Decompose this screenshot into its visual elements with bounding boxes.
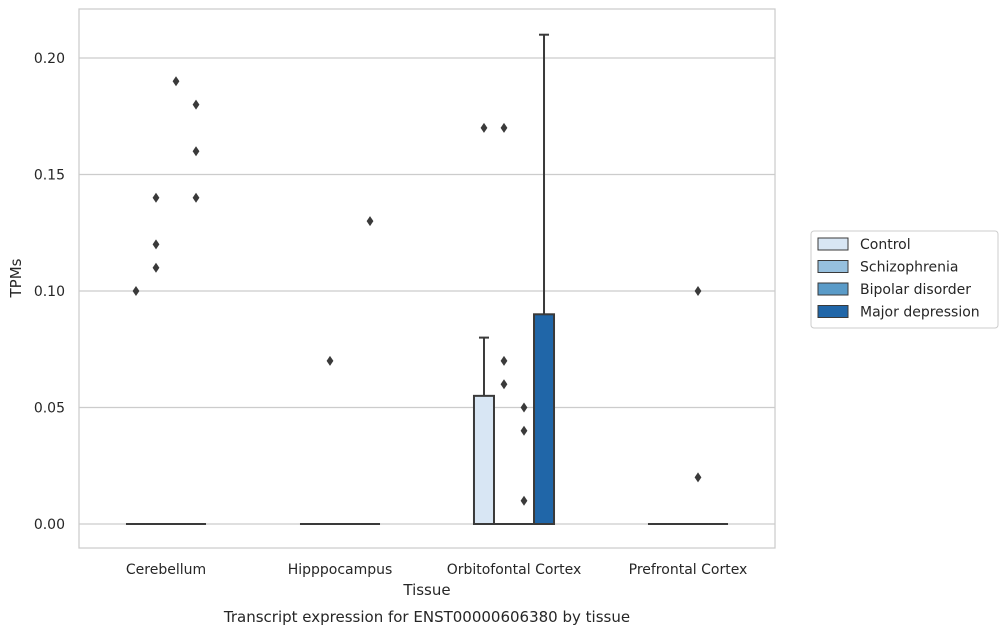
legend-item-bipolar-disorder: Bipolar disorder [817, 282, 971, 298]
y-tick-label: 0.20 [34, 51, 65, 67]
boxes [125, 33, 729, 525]
outlier-point [366, 216, 374, 227]
x-tick-label-cerebellum: Cerebellum [126, 562, 206, 578]
legend-items: Control Schizophrenia Bipolar disorder Majo… [817, 237, 980, 321]
outlier-point [192, 99, 200, 110]
x-tick-label-orbitofontal-cortex: Orbitofontal Cortex [447, 562, 582, 578]
legend-frame [810, 230, 999, 329]
y-tick-label: 0.00 [34, 517, 65, 533]
legend: Control Schizophrenia Bipolar disorder Majo… [810, 230, 999, 329]
outlier-point [192, 146, 200, 157]
outlier-point [326, 355, 334, 366]
legend-swatch [817, 237, 849, 251]
outlier-point [500, 379, 508, 390]
outlier-point [480, 122, 488, 133]
outlier-point [694, 472, 702, 483]
outlier-point [520, 402, 528, 413]
legend-swatch [817, 282, 849, 296]
box-orbitofontal-cortex-major-depression [533, 33, 556, 525]
y-axis-title: TPMs [7, 258, 25, 298]
legend-label: Control [860, 237, 911, 253]
outlier-point [152, 192, 160, 203]
legend-item-major-depression: Major depression [817, 305, 980, 321]
outlier-point [520, 425, 528, 436]
outlier-point [192, 192, 200, 203]
y-tick-labels: 0.00 0.05 0.10 0.15 0.20 [34, 51, 65, 533]
legend-swatch [817, 305, 849, 318]
plot-frame [78, 8, 776, 549]
y-tick-label: 0.10 [34, 284, 65, 300]
y-tick-label: 0.15 [34, 168, 65, 184]
legend-label: Major depression [860, 305, 980, 321]
legend-item-control: Control [817, 237, 911, 253]
box-body [533, 313, 556, 525]
legend-label: Bipolar disorder [860, 282, 971, 298]
y-tick-label: 0.05 [34, 401, 65, 417]
legend-item-schizophrenia: Schizophrenia [817, 260, 958, 276]
plot-area-background [79, 9, 775, 548]
outlier-point [520, 495, 528, 506]
x-tick-labels: Cerebellum Hipppocampus Orbitofontal Corte… [126, 562, 747, 578]
box-body [472, 394, 495, 525]
legend-label: Schizophrenia [860, 260, 958, 276]
outliers [132, 76, 702, 506]
outlier-point [694, 286, 702, 296]
outlier-point [500, 122, 508, 133]
x-axis-title: Tissue [402, 581, 450, 599]
x-tick-label-hipppocampus: Hipppocampus [288, 562, 393, 578]
outlier-point [152, 262, 160, 273]
legend-swatch [817, 260, 849, 273]
outlier-point [172, 76, 180, 87]
chart-caption: Transcript expression for ENST0000060638… [223, 608, 630, 626]
outlier-point [152, 239, 160, 250]
box-orbitofontal-cortex-control [472, 336, 495, 525]
outlier-point [500, 355, 508, 366]
x-tick-label-prefrontal-cortex: Prefrontal Cortex [629, 562, 748, 578]
outlier-point [132, 286, 140, 296]
